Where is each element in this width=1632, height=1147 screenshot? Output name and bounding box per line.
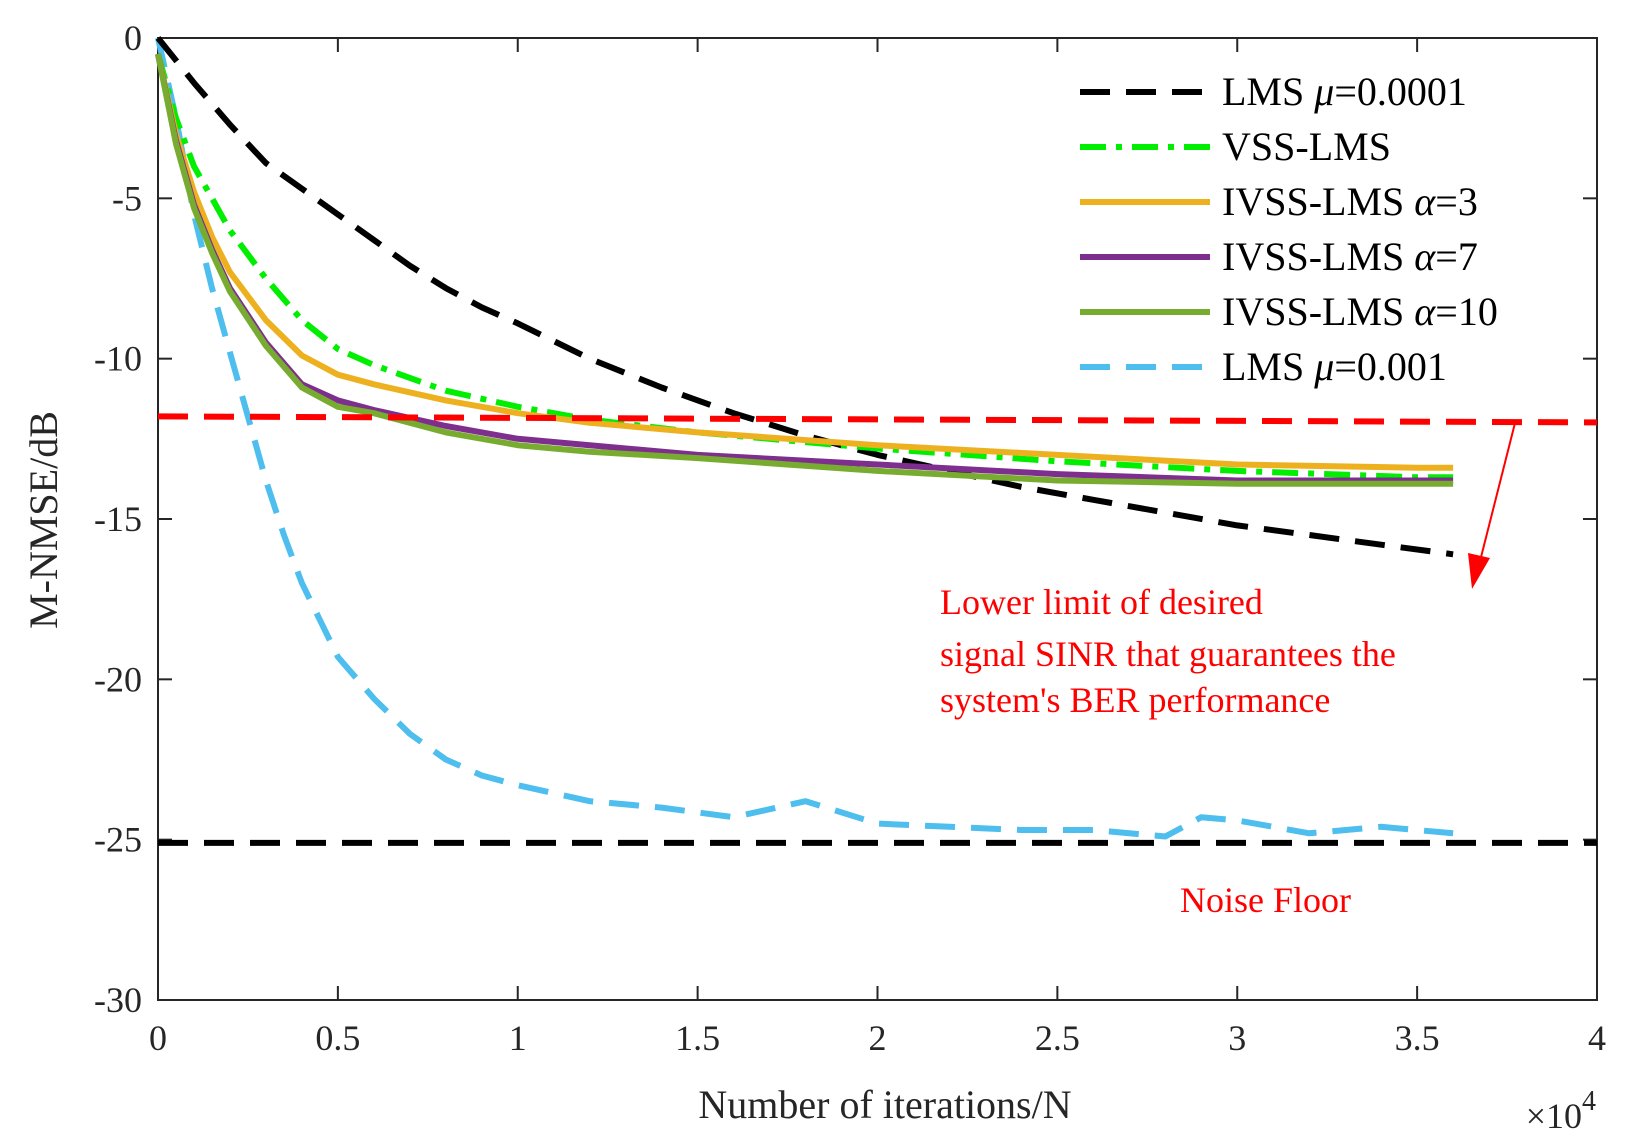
x-tick-label: 4	[1588, 1018, 1606, 1058]
legend-entry-value: =10	[1435, 289, 1498, 334]
annotation-lower-limit-line2: signal SINR that guarantees the	[940, 634, 1396, 674]
legend-entry-symbol: μ	[1313, 344, 1334, 389]
x-tick-label: 1.5	[675, 1018, 720, 1058]
legend-entry-value: =0.0001	[1334, 69, 1467, 114]
annotation-lower-limit-line3: system's BER performance	[940, 680, 1330, 720]
y-tick-label: -20	[94, 659, 142, 699]
annotation-lower-limit-line1: Lower limit of desired	[940, 582, 1263, 622]
axes-layer: 0 0.5 1 1.5 2 2.5 3 3.5 4 0 -5 -10 -15 -20 -25 -30	[94, 18, 1606, 1058]
legend-entry-symbol: μ	[1313, 69, 1334, 114]
legend-entry-text: IVSS-LMS	[1222, 289, 1414, 334]
annotation-arrow	[1468, 422, 1516, 589]
annotation-lower-limit: Lower limit of desired signal SINR that …	[940, 582, 1396, 720]
y-axis-label: M-NMSE/dB	[21, 411, 66, 629]
legend-entry-4: IVSS-LMS α=10	[1222, 289, 1498, 334]
series-line-0	[155, 36, 1454, 558]
legend-entry-text: LMS	[1222, 69, 1314, 114]
series-layer	[155, 36, 1454, 840]
x-tick-label: 3.5	[1395, 1018, 1440, 1058]
series-line-5	[155, 37, 1454, 840]
legend-entry-value: =7	[1435, 234, 1478, 279]
x-axis-label: Number of iterations/N	[698, 1082, 1071, 1127]
y-tick-label: -30	[94, 980, 142, 1020]
legend-entry-symbol: α	[1414, 234, 1436, 279]
x-tick-label: 0.5	[315, 1018, 360, 1058]
legend-entry-symbol: α	[1414, 179, 1436, 224]
x-multiplier-exponent: 4	[1582, 1086, 1596, 1117]
legend-entry-5: LMS μ=0.001	[1222, 344, 1447, 389]
x-tick-label: 0	[149, 1018, 167, 1058]
x-multiplier-base: ×10	[1526, 1096, 1582, 1136]
legend-entry-2: IVSS-LMS α=3	[1222, 179, 1478, 224]
legend-entry-symbol: α	[1414, 289, 1436, 334]
x-tick-label: 2.5	[1035, 1018, 1080, 1058]
annotation-noise-floor: Noise Floor	[1180, 880, 1351, 920]
legend-entry-0: LMS μ=0.0001	[1222, 69, 1467, 114]
reference-lines-layer	[157, 413, 1598, 846]
legend-entry-text: IVSS-LMS	[1222, 179, 1414, 224]
legend-entry-3: IVSS-LMS α=7	[1222, 234, 1478, 279]
plot-frame	[157, 37, 1598, 1001]
legend-entry-text: VSS-LMS	[1222, 124, 1391, 169]
annotation-arrow-head	[1468, 553, 1490, 589]
y-tick-label: -10	[94, 339, 142, 379]
legend-entry-text: LMS	[1222, 344, 1314, 389]
reference-line-sinr-limit	[157, 413, 1598, 426]
legend-entry-1: VSS-LMS	[1222, 124, 1391, 169]
y-tick-label: -15	[94, 499, 142, 539]
x-tick-label: 1	[509, 1018, 527, 1058]
annotation-arrow-shaft	[1476, 422, 1516, 574]
legend-entry-value: =3	[1435, 179, 1478, 224]
series-line-2	[155, 53, 1454, 471]
x-tick-label: 3	[1228, 1018, 1246, 1058]
series-line-4	[155, 53, 1454, 487]
y-tick-label: -25	[94, 820, 142, 860]
legend-entry-value: =0.001	[1334, 344, 1447, 389]
y-tick-label: -5	[112, 178, 142, 218]
x-multiplier: ×104	[1526, 1086, 1596, 1136]
x-tick-label: 2	[869, 1018, 887, 1058]
legend-entry-text: IVSS-LMS	[1222, 234, 1414, 279]
y-tick-label: 0	[124, 18, 142, 58]
series-line-1	[155, 53, 1454, 481]
